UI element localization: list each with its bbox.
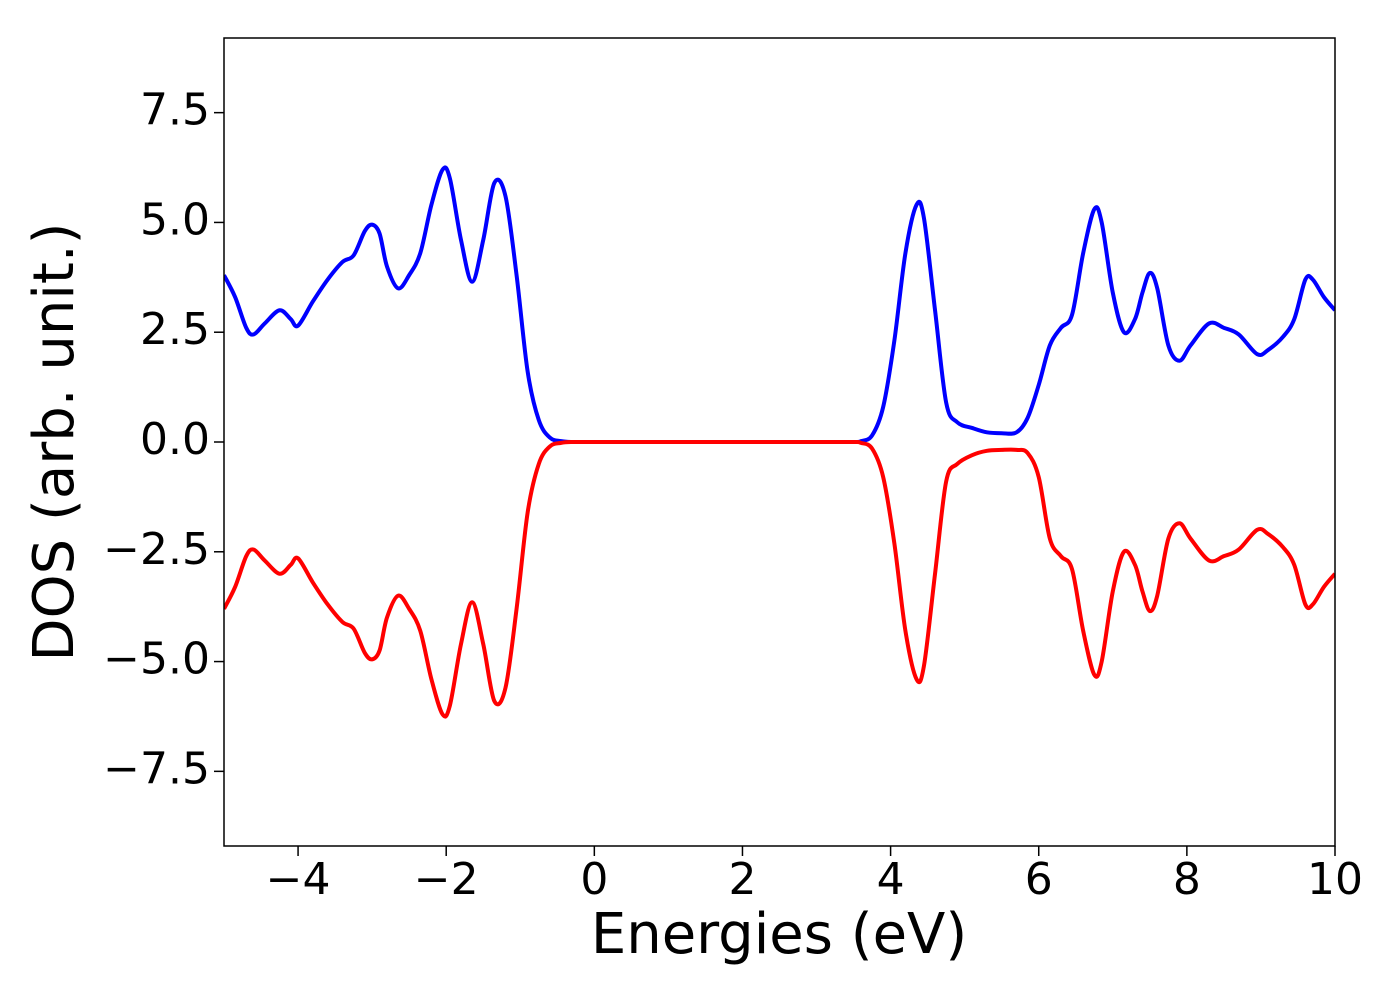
y-tick-label: −2.5 <box>103 524 210 575</box>
x-tick-label: 10 <box>1307 854 1363 905</box>
x-tick-label: 6 <box>1025 854 1053 905</box>
plot-frame <box>223 37 1336 847</box>
x-tick-label: 4 <box>877 854 905 905</box>
y-tick-label: 5.0 <box>140 194 210 245</box>
y-tick-label: −7.5 <box>103 743 210 794</box>
x-tick-label: 2 <box>728 854 756 905</box>
x-tick-label: −4 <box>266 854 331 905</box>
y-tick-label: 2.5 <box>140 304 210 355</box>
x-tick-label: −2 <box>414 854 479 905</box>
y-axis-label: DOS (arb. unit.) <box>22 222 87 661</box>
x-tick-label: 8 <box>1173 854 1201 905</box>
series-line <box>224 439 1335 719</box>
x-axis-label: Energies (eV) <box>591 902 967 967</box>
x-tick-label: 0 <box>580 854 608 905</box>
y-tick-label: 7.5 <box>140 85 210 136</box>
series-line <box>224 165 1335 445</box>
y-tick-label: −5.0 <box>103 634 210 685</box>
y-tick-label: 0.0 <box>140 414 210 465</box>
